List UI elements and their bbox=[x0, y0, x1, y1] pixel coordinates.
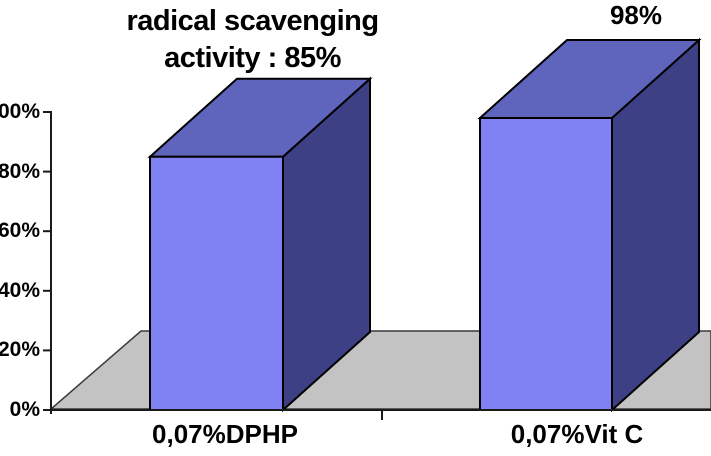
x-category-label-vitc: 0,07%Vit C bbox=[510, 419, 644, 449]
x-category-label-dphp: 0,07%DPHP bbox=[152, 419, 298, 449]
chart-title-line2: activity : 85% bbox=[164, 42, 341, 74]
chart-title: radical scavenging activity : 85% bbox=[95, 3, 410, 77]
bar-vitc bbox=[477, 37, 702, 413]
y-tick-label-40: 40% bbox=[0, 278, 40, 302]
y-tick-label-60: 60% bbox=[0, 219, 40, 243]
y-tick-label-80: 80% bbox=[0, 159, 40, 183]
y-tick-label-0: 0% bbox=[9, 398, 40, 421]
y-axis-ticks bbox=[43, 111, 51, 411]
bar-dphp-front-face bbox=[149, 155, 284, 411]
chart-title-line1: radical scavenging bbox=[126, 5, 379, 37]
y-tick-label-100: 100% bbox=[0, 100, 40, 123]
bar-dphp bbox=[147, 76, 373, 413]
bar-vitc-front-face bbox=[479, 116, 613, 411]
y-tick-label-20: 20% bbox=[0, 338, 40, 362]
bar-vitc-value-label: 98% bbox=[609, 0, 663, 30]
